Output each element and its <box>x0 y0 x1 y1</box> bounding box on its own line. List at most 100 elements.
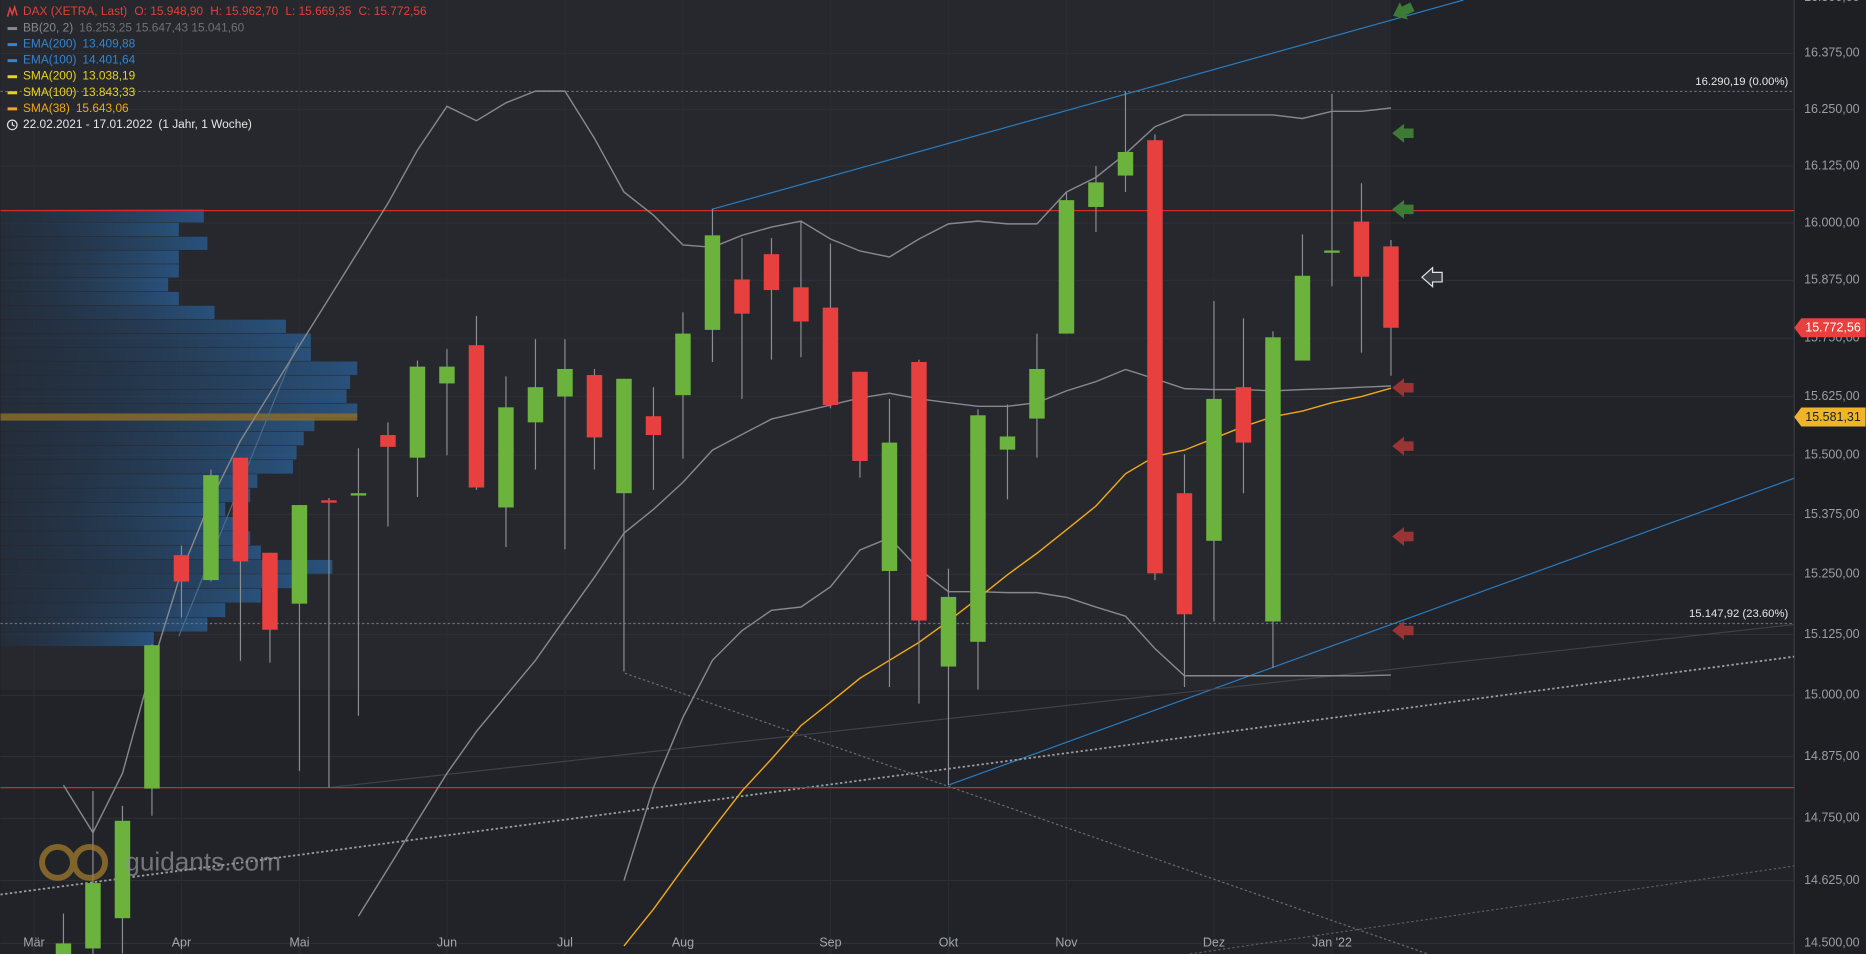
candle-body <box>1294 275 1311 361</box>
volume-profile-bar <box>0 389 347 403</box>
volume-profile-bar <box>0 278 169 292</box>
trend-line <box>624 672 1429 954</box>
indicators <box>62 90 1392 947</box>
candle-body <box>852 371 868 461</box>
volume-profile-bar <box>0 559 333 574</box>
chart-title: DAX (XETRA, Last) <box>23 4 127 18</box>
candle-body <box>557 368 573 397</box>
candle-body <box>114 820 131 919</box>
legend-value: 16.253,25 15.647,43 15.041,60 <box>79 21 244 35</box>
candle-body <box>763 254 780 291</box>
volume-profile-bar <box>0 531 251 545</box>
legend-name: SMA(200) <box>23 69 77 83</box>
legend-icon <box>6 4 18 17</box>
signal-arrow <box>1392 620 1414 640</box>
candle-body <box>734 279 750 314</box>
candle-body <box>203 475 219 581</box>
volume-profile-bar <box>0 305 215 320</box>
x-tick-label: Apr <box>172 936 191 950</box>
signal-arrow <box>1392 526 1414 546</box>
trend-line <box>711 0 1464 210</box>
trend-line <box>1189 865 1795 954</box>
volume-profile-bar <box>0 588 261 603</box>
volume-profile-bar <box>0 291 179 306</box>
volume-profile-bar <box>0 545 261 560</box>
candle-body <box>498 407 514 508</box>
legend-title: DAX (XETRA, Last) O: 15.948,90 H: 15.962,7… <box>23 4 427 18</box>
candle-body <box>439 366 455 384</box>
candle-body <box>881 442 898 571</box>
candle-body <box>409 366 426 458</box>
legend-name: SMA(38) <box>23 101 70 115</box>
x-tick-label: Sep <box>819 936 841 950</box>
volume-profile-bar <box>0 502 226 517</box>
trend-lines <box>0 0 1795 954</box>
y-axis-panel <box>1794 0 1866 954</box>
signal-arrow <box>1393 2 1415 20</box>
price-tag <box>1794 318 1866 338</box>
candle-body <box>173 555 190 582</box>
price-tag-label: 15.772,56 <box>1805 321 1861 335</box>
y-tick-label: 15.125,00 <box>1804 627 1860 641</box>
legend-name: EMA(200) <box>23 37 77 51</box>
candle-body <box>822 307 839 405</box>
volume-profile-bar <box>0 488 251 503</box>
volume-profile-bar <box>0 431 304 446</box>
trend-line <box>948 477 1795 786</box>
y-tick-label: 16.250,00 <box>1804 102 1860 116</box>
legend-entry: EMA(100) 14.401,64 <box>23 53 136 67</box>
y-tick-label: 16.000,00 <box>1804 215 1860 229</box>
indicator-line <box>357 368 1391 917</box>
candle-body <box>1235 387 1252 443</box>
candle-body <box>1383 246 1399 328</box>
candle-body <box>940 596 957 667</box>
candle-body <box>144 645 160 789</box>
candle-body <box>1265 337 1281 622</box>
legend-entry: SMA(38) 15.643,06 <box>23 101 129 115</box>
candle-body <box>911 361 927 621</box>
candle-body <box>1206 398 1222 541</box>
x-tick-label: Mär <box>23 936 45 950</box>
candle-body <box>1147 140 1163 574</box>
legend-value: (1 Jahr, 1 Woche) <box>158 117 252 131</box>
candle-body <box>55 943 72 954</box>
candle-body <box>291 505 308 604</box>
signal-arrow <box>1421 266 1443 289</box>
volume-profile-bar <box>0 333 311 347</box>
ohlc-label: C: 15.772,56 <box>359 4 427 18</box>
indicator-line <box>623 537 1391 881</box>
fib-label: 16.290,19 (0.00%) <box>1695 76 1788 88</box>
candle-body <box>999 436 1016 450</box>
legend-name: EMA(100) <box>23 53 77 67</box>
volume-profile-bar <box>0 417 315 432</box>
x-tick-label: Jun <box>437 936 457 950</box>
legend-value: 15.643,06 <box>76 101 129 115</box>
candle-body <box>675 333 691 396</box>
y-tick-label: 14.875,00 <box>1804 749 1860 763</box>
y-tick-label: 15.500,00 <box>1804 448 1860 462</box>
fib-label: 15.147,92 (23.60%) <box>1689 608 1788 620</box>
candle-body <box>380 435 396 447</box>
candle-body <box>232 457 249 562</box>
legend-value: 13.843,33 <box>82 85 135 99</box>
legend-value: 13.409,88 <box>82 37 135 51</box>
candle-body <box>527 387 544 423</box>
y-tick-label: 14.500,00 <box>1804 936 1860 950</box>
volume-profile-bar <box>0 516 240 531</box>
y-tick-label: 15.875,00 <box>1804 273 1860 287</box>
x-tick-label: Nov <box>1055 936 1078 950</box>
candle-body <box>616 378 632 494</box>
signal-arrow <box>1392 123 1414 143</box>
legend-clock <box>6 119 18 131</box>
trend-line <box>329 623 1795 789</box>
candle-body <box>793 287 809 322</box>
legend-entry: SMA(200) 13.038,19 <box>23 69 136 83</box>
legend-name: SMA(100) <box>23 85 77 99</box>
watermark: guidants.com <box>39 843 281 881</box>
volume-profile-bar <box>0 222 179 237</box>
y-tick-label: 15.000,00 <box>1804 688 1860 702</box>
watermark-logo <box>71 843 109 881</box>
x-tick-label: Aug <box>672 936 694 950</box>
legend-value: 14.401,64 <box>82 53 135 67</box>
